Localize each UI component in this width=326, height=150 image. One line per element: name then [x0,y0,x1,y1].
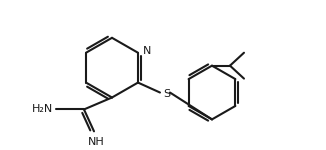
Text: S: S [163,88,170,99]
Text: NH: NH [88,137,104,147]
Text: H₂N: H₂N [32,104,53,114]
Text: N: N [143,46,151,56]
